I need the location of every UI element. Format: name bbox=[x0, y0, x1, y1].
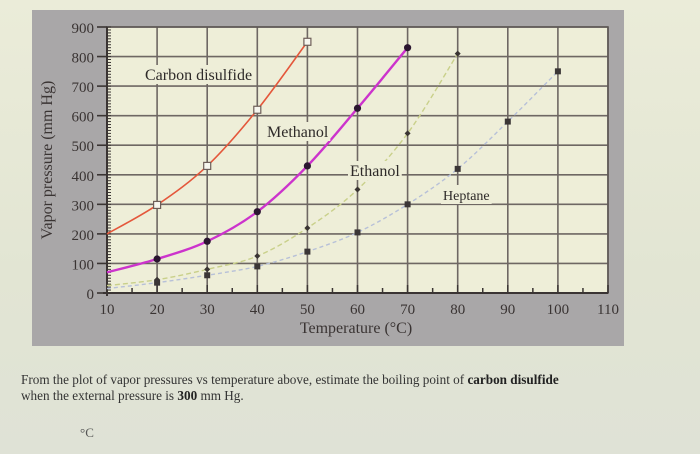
x-tick-label: 60 bbox=[350, 302, 365, 318]
y-tick-label: 600 bbox=[72, 110, 95, 126]
x-tick-label: 90 bbox=[500, 302, 515, 318]
data-point-marker bbox=[253, 208, 261, 216]
series-label: Heptane bbox=[443, 189, 490, 204]
data-point-marker bbox=[354, 186, 361, 193]
data-point-marker bbox=[303, 162, 311, 170]
data-point-marker bbox=[504, 118, 511, 125]
series-ethanol bbox=[106, 50, 461, 287]
x-tick-label: 50 bbox=[300, 302, 315, 318]
series-label: Carbon disulfide bbox=[145, 67, 252, 84]
y-tick-label: 900 bbox=[72, 21, 95, 37]
question-part: mm Hg. bbox=[197, 388, 244, 403]
y-tick-label: 200 bbox=[72, 228, 95, 244]
series-heptane bbox=[106, 68, 561, 290]
x-tick-label: 10 bbox=[100, 302, 115, 318]
data-point-marker bbox=[204, 266, 211, 273]
data-point-marker bbox=[354, 229, 361, 236]
x-axis-label: Temperature (°C) bbox=[300, 320, 412, 337]
series-label: Ethanol bbox=[350, 163, 400, 180]
y-tick-label: 400 bbox=[72, 169, 95, 185]
y-axis: 0 100 200 300 400 500 600 700 800 900 bbox=[72, 21, 111, 303]
x-tick-label: 100 bbox=[547, 302, 570, 318]
data-point-marker bbox=[404, 130, 411, 137]
question-part: when the external pressure is bbox=[21, 388, 178, 403]
question-substance: carbon disulfide bbox=[467, 372, 559, 387]
data-point-marker bbox=[454, 165, 461, 172]
x-axis: 10 20 30 40 50 60 70 80 90 100 110 bbox=[100, 285, 619, 318]
y-tick-label: 800 bbox=[72, 51, 95, 67]
data-point-marker bbox=[254, 263, 261, 270]
data-point-marker bbox=[454, 50, 461, 57]
data-point-marker bbox=[404, 44, 412, 52]
y-tick-label: 300 bbox=[72, 198, 95, 214]
question-part: From the plot of vapor pressures vs temp… bbox=[21, 372, 468, 387]
data-point-marker bbox=[303, 37, 312, 46]
data-point-marker bbox=[203, 237, 211, 245]
grid-lines bbox=[107, 26, 609, 293]
series-methanol bbox=[106, 44, 412, 274]
x-tick-label: 30 bbox=[200, 302, 215, 318]
x-tick-label: 20 bbox=[150, 302, 165, 318]
x-tick-label: 70 bbox=[400, 302, 415, 318]
series-label: Methanol bbox=[267, 124, 329, 141]
y-tick-label: 0 bbox=[87, 287, 95, 303]
data-point-marker bbox=[154, 279, 161, 286]
y-tick-label: 100 bbox=[72, 257, 95, 273]
question-text: From the plot of vapor pressures vs temp… bbox=[21, 372, 691, 404]
y-tick-label: 700 bbox=[72, 80, 95, 96]
data-point-marker bbox=[204, 272, 211, 279]
x-tick-label: 40 bbox=[250, 302, 265, 318]
y-tick-label: 500 bbox=[72, 139, 95, 155]
data-point-marker bbox=[203, 161, 212, 171]
data-point-marker bbox=[153, 200, 162, 210]
data-point-marker bbox=[554, 68, 561, 75]
x-tick-label: 110 bbox=[597, 302, 619, 318]
data-point-marker bbox=[404, 201, 411, 208]
data-point-marker bbox=[304, 248, 311, 255]
data-point-marker bbox=[153, 255, 161, 263]
y-axis-label: Vapor pressure (mm Hg) bbox=[39, 81, 56, 240]
series-carbon-disulfide bbox=[106, 37, 312, 235]
data-point-marker bbox=[254, 253, 261, 260]
data-point-marker bbox=[353, 104, 362, 112]
answer-unit-label: °C bbox=[80, 425, 94, 440]
data-point-marker bbox=[253, 105, 262, 114]
question-pressure: 300 bbox=[177, 388, 198, 403]
data-point-marker bbox=[304, 224, 311, 231]
x-tick-label: 80 bbox=[450, 302, 465, 318]
